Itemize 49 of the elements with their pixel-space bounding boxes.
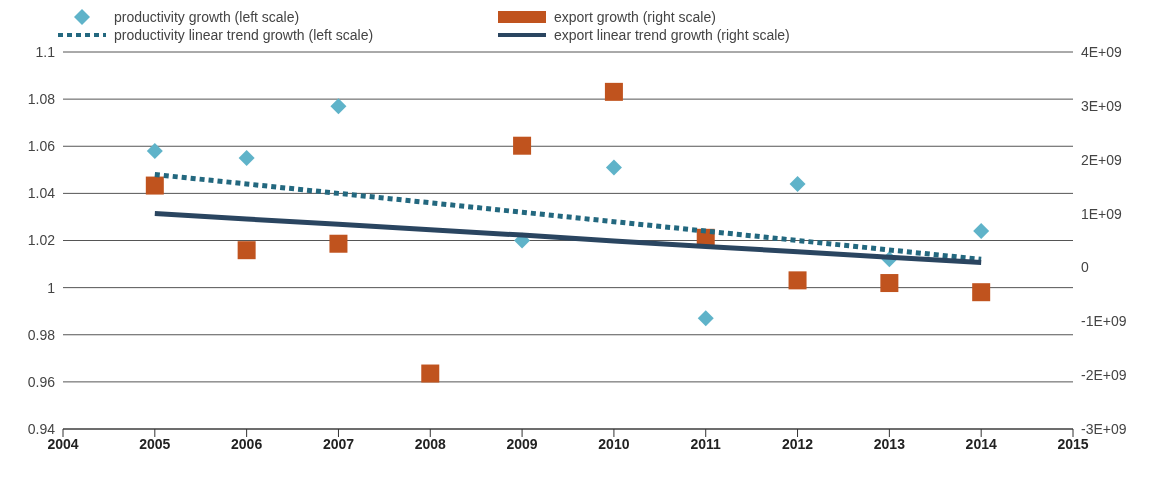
y2-tick-label: -2E+09: [1081, 367, 1127, 384]
y-tick-label: 1.1: [35, 43, 56, 60]
y-tick-label: 1.02: [27, 232, 56, 249]
point: [789, 175, 806, 192]
point: [146, 142, 163, 159]
point: [788, 271, 807, 290]
point: [330, 98, 347, 115]
y2-tick-label: 3E+09: [1081, 97, 1123, 114]
x-tick-label: 2008: [414, 435, 447, 452]
legend-label: export linear trend growth (right scale): [554, 27, 790, 43]
y2-tick-label: -1E+09: [1081, 313, 1127, 330]
point: [605, 159, 622, 176]
y-tick-label: 1.06: [27, 138, 56, 155]
y-tick-label: 0.94: [27, 420, 56, 437]
x-tick-label: 2007: [322, 435, 355, 452]
point: [513, 136, 532, 155]
y2-tick-label: 2E+09: [1081, 151, 1123, 168]
x-tick-label: 2009: [506, 435, 538, 452]
x-tick-label: 2011: [690, 435, 722, 452]
point: [604, 82, 623, 101]
y-tick-label: 1: [47, 279, 56, 296]
y-tick-label: 0.96: [27, 373, 56, 390]
point: [421, 364, 440, 383]
x-tick-label: 2004: [47, 435, 79, 452]
y-tick-label: 1.08: [27, 91, 56, 108]
point: [972, 283, 991, 302]
x-tick-label: 2014: [965, 435, 997, 452]
x-tick-label: 2006: [231, 435, 263, 452]
point: [238, 150, 255, 167]
y2-tick-label: 1E+09: [1081, 205, 1123, 222]
point: [145, 176, 164, 195]
x-tick-label: 2005: [139, 435, 171, 452]
legend-label: productivity growth (left scale): [114, 9, 300, 25]
point: [237, 241, 256, 260]
y2-tick-label: 0: [1081, 259, 1089, 276]
x-tick-label: 2012: [781, 435, 814, 452]
y2-tick-label: -3E+09: [1081, 420, 1127, 437]
y-tick-label: 0.98: [27, 326, 56, 343]
point: [973, 223, 990, 240]
x-tick-label: 2015: [1057, 435, 1089, 452]
legend-label: export growth (right scale): [554, 9, 716, 25]
point: [697, 310, 714, 327]
y2-tick-label: 4E+09: [1081, 43, 1123, 60]
x-tick-label: 2013: [873, 435, 906, 452]
point: [329, 234, 348, 253]
legend-label: productivity linear trend growth (left scale): [114, 27, 374, 43]
y-tick-label: 1.04: [27, 185, 56, 202]
x-tick-label: 2010: [598, 435, 630, 452]
point: [880, 274, 899, 293]
